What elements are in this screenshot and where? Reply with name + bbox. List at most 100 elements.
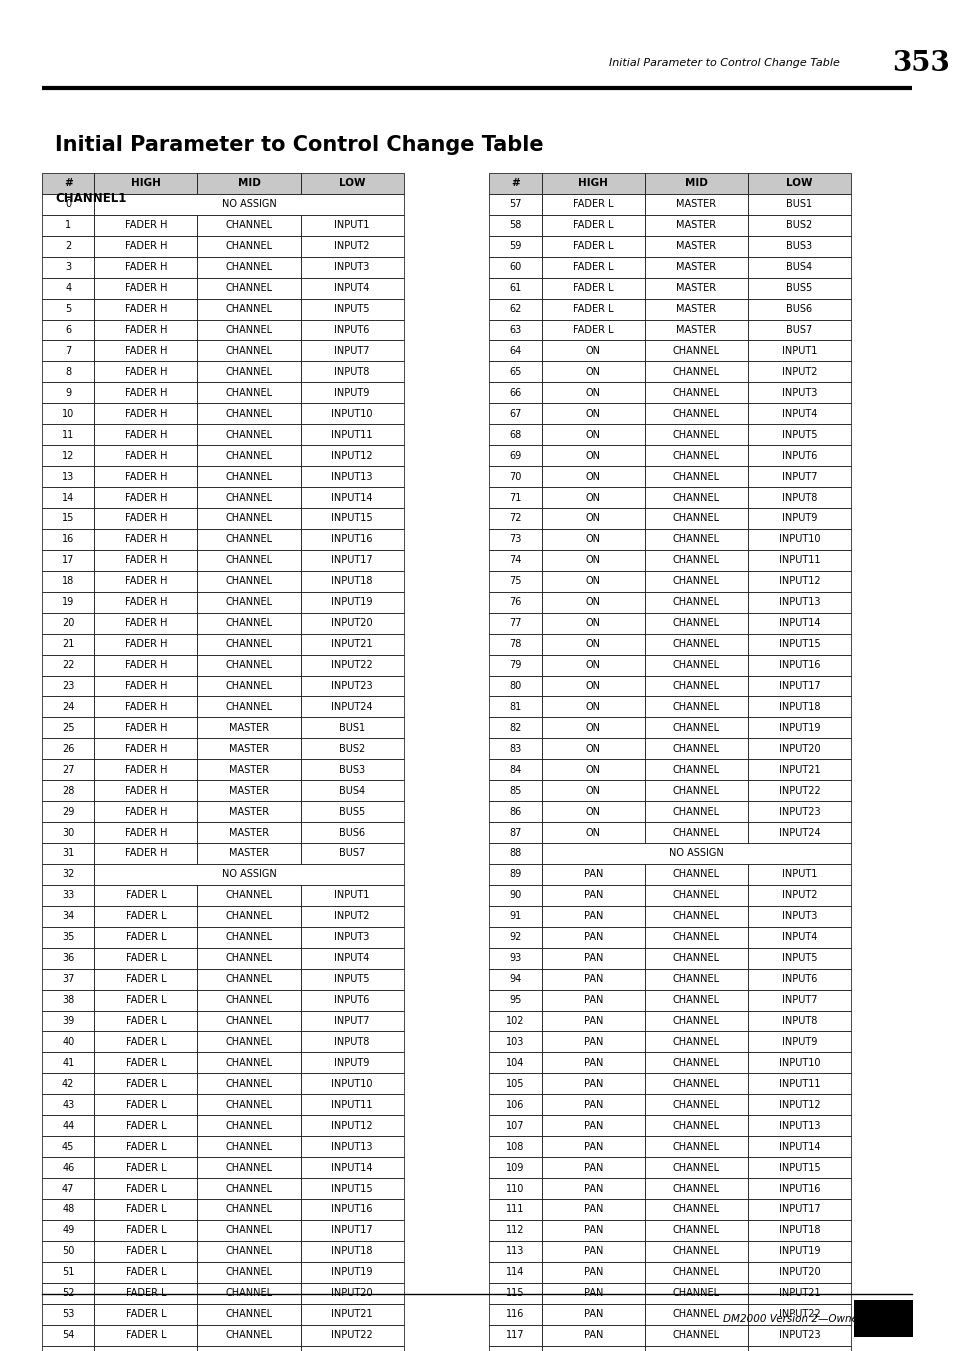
Bar (197, 1220, 300, 1240)
Bar (644, 340, 747, 362)
Text: 74: 74 (509, 555, 521, 565)
Bar (853, 1300, 912, 1337)
Bar (197, 340, 300, 362)
Bar (197, 717, 300, 738)
Text: CHANNEL: CHANNEL (672, 555, 720, 565)
Bar (489, 634, 541, 655)
Bar (300, 1324, 403, 1346)
Text: INPUT3: INPUT3 (781, 912, 817, 921)
Bar (94, 948, 197, 969)
Bar (197, 235, 300, 257)
Text: FADER L: FADER L (126, 1142, 166, 1151)
Bar (644, 424, 747, 446)
Bar (644, 759, 747, 781)
Bar (747, 1304, 850, 1324)
Text: INPUT16: INPUT16 (778, 661, 820, 670)
Bar (300, 1242, 403, 1262)
Bar (94, 1242, 197, 1262)
Bar (300, 1052, 403, 1073)
Bar (300, 780, 403, 801)
Text: INPUT8: INPUT8 (781, 493, 817, 503)
Text: CHANNEL: CHANNEL (225, 1163, 273, 1173)
Text: INPUT6: INPUT6 (781, 451, 817, 461)
Text: 70: 70 (509, 471, 521, 481)
Text: CHANNEL: CHANNEL (672, 1247, 720, 1256)
Bar (94, 550, 197, 570)
Text: 1: 1 (65, 220, 71, 230)
Text: 76: 76 (509, 597, 521, 607)
Text: CHANNEL: CHANNEL (672, 1121, 720, 1131)
Bar (747, 508, 850, 528)
Text: 112: 112 (506, 1225, 524, 1235)
Bar (197, 592, 300, 613)
Bar (300, 340, 403, 362)
Text: 29: 29 (62, 807, 74, 816)
Text: CHANNEL: CHANNEL (225, 242, 273, 251)
Bar (94, 404, 197, 424)
Text: FADER H: FADER H (125, 828, 167, 838)
Bar (94, 1136, 197, 1156)
Bar (747, 466, 850, 488)
Bar (42, 697, 94, 717)
Bar (644, 1324, 747, 1346)
Bar (747, 320, 850, 340)
Text: FADER H: FADER H (125, 346, 167, 355)
Text: CHANNEL: CHANNEL (225, 430, 273, 439)
Bar (300, 570, 403, 592)
Bar (489, 1178, 541, 1200)
Bar (300, 738, 403, 759)
Bar (42, 340, 94, 362)
Text: 34: 34 (62, 912, 74, 921)
Text: PAN: PAN (583, 1142, 602, 1151)
Text: CHANNEL: CHANNEL (225, 1309, 273, 1319)
Bar (197, 1115, 300, 1136)
Text: INPUT1: INPUT1 (781, 870, 817, 880)
Text: INPUT18: INPUT18 (778, 703, 820, 712)
Bar (197, 843, 300, 865)
Bar (94, 759, 197, 781)
Bar (94, 446, 197, 466)
Text: FADER L: FADER L (126, 912, 166, 921)
Bar (747, 948, 850, 969)
Text: #: # (64, 178, 72, 188)
Bar (197, 989, 300, 1011)
Text: CHANNEL: CHANNEL (672, 890, 720, 900)
Bar (644, 1011, 747, 1032)
Text: 113: 113 (506, 1247, 524, 1256)
Text: FADER L: FADER L (573, 304, 613, 313)
Text: 15: 15 (62, 513, 74, 523)
Bar (541, 320, 644, 340)
Bar (644, 466, 747, 488)
Bar (747, 655, 850, 676)
Bar (489, 969, 541, 989)
Bar (197, 215, 300, 235)
Text: PAN: PAN (583, 1247, 602, 1256)
Text: CHANNEL: CHANNEL (672, 786, 720, 796)
Bar (747, 697, 850, 717)
Bar (747, 885, 850, 905)
Text: CHANNEL: CHANNEL (672, 1225, 720, 1235)
Text: 60: 60 (509, 262, 521, 272)
Bar (42, 1304, 94, 1324)
Text: CHANNEL: CHANNEL (225, 1058, 273, 1067)
Bar (489, 1156, 541, 1178)
Bar (197, 278, 300, 299)
Bar (644, 1220, 747, 1240)
Text: ON: ON (585, 367, 600, 377)
Text: HIGH: HIGH (131, 178, 161, 188)
Bar (197, 173, 300, 195)
Text: FADER H: FADER H (125, 597, 167, 607)
Bar (94, 1346, 197, 1351)
Text: INPUT11: INPUT11 (331, 430, 373, 439)
Text: FADER H: FADER H (125, 555, 167, 565)
Text: 110: 110 (506, 1183, 524, 1193)
Text: 109: 109 (506, 1163, 524, 1173)
Bar (42, 235, 94, 257)
Text: CHANNEL: CHANNEL (672, 535, 720, 544)
Bar (747, 592, 850, 613)
Bar (541, 446, 644, 466)
Bar (541, 508, 644, 528)
Bar (94, 340, 197, 362)
Bar (42, 1032, 94, 1052)
Bar (747, 1052, 850, 1073)
